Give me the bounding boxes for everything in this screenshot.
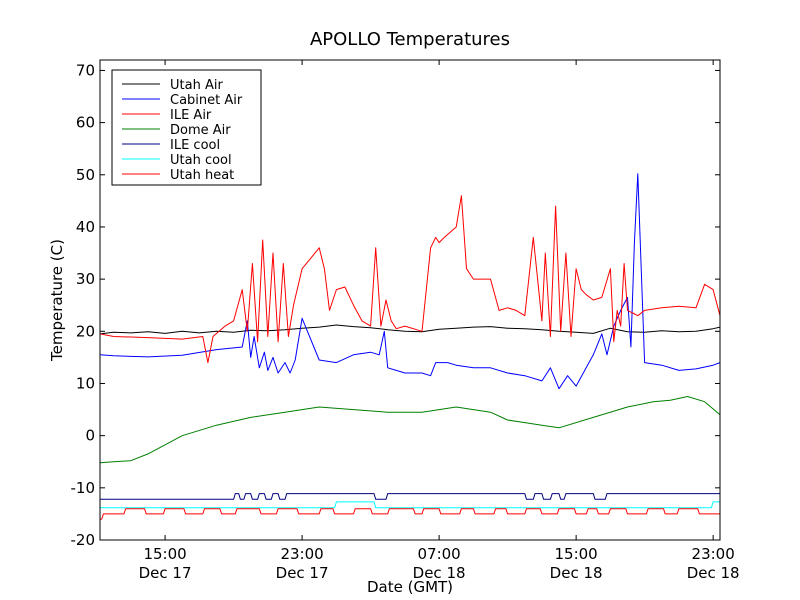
x-tick-time-label: 15:00 [555,545,598,563]
x-tick-time-label: 07:00 [417,545,460,563]
series-line-utah-heat [100,508,720,520]
y-tick-label: -10 [71,479,96,497]
y-axis-label: Temperature (C) [48,239,66,362]
y-tick-label: 30 [76,270,95,288]
y-tick-label: 0 [85,427,95,445]
legend-label-ile-cool: ILE cool [170,138,220,153]
x-tick-date-label: Dec 18 [550,564,603,582]
x-tick-date-label: Dec 17 [139,564,192,582]
legend-label-cabinet-air: Cabinet Air [170,93,243,108]
x-axis-label: Date (GMT) [367,578,453,596]
x-tick-date-label: Dec 18 [413,564,466,582]
x-tick-date-label: Dec 17 [276,564,329,582]
y-tick-label: 10 [76,374,95,392]
legend-label-utah-air: Utah Air [170,78,223,93]
chart-title: APOLLO Temperatures [310,29,510,50]
y-tick-label: 60 [76,114,95,132]
legend-label-utah-heat: Utah heat [170,168,234,183]
series-line-utah-cool [100,501,720,509]
plot-lines [99,173,721,520]
series-line-ile-cool [100,493,720,500]
legend-label-ile-air: ILE Air [170,108,212,123]
y-tick-label: 20 [76,322,95,340]
legend-box [111,69,262,186]
x-tick-time-label: 23:00 [692,545,735,563]
legend-label-dome-air: Dome Air [170,123,231,138]
legend-label-utah-cool: Utah cool [170,153,232,168]
series-line-ile-air [99,195,721,364]
y-tick-label: 50 [76,166,95,184]
plot-frame [99,59,721,541]
y-tick-label: -20 [71,531,96,549]
series-line-utah-air [99,324,721,335]
y-tick-label: 70 [76,61,95,79]
x-tick-time-label: 23:00 [280,545,323,563]
x-tick-date-label: Dec 18 [687,564,740,582]
y-tick-label: 40 [76,218,95,236]
x-tick-time-label: 15:00 [143,545,186,563]
series-line-dome-air [99,396,721,464]
